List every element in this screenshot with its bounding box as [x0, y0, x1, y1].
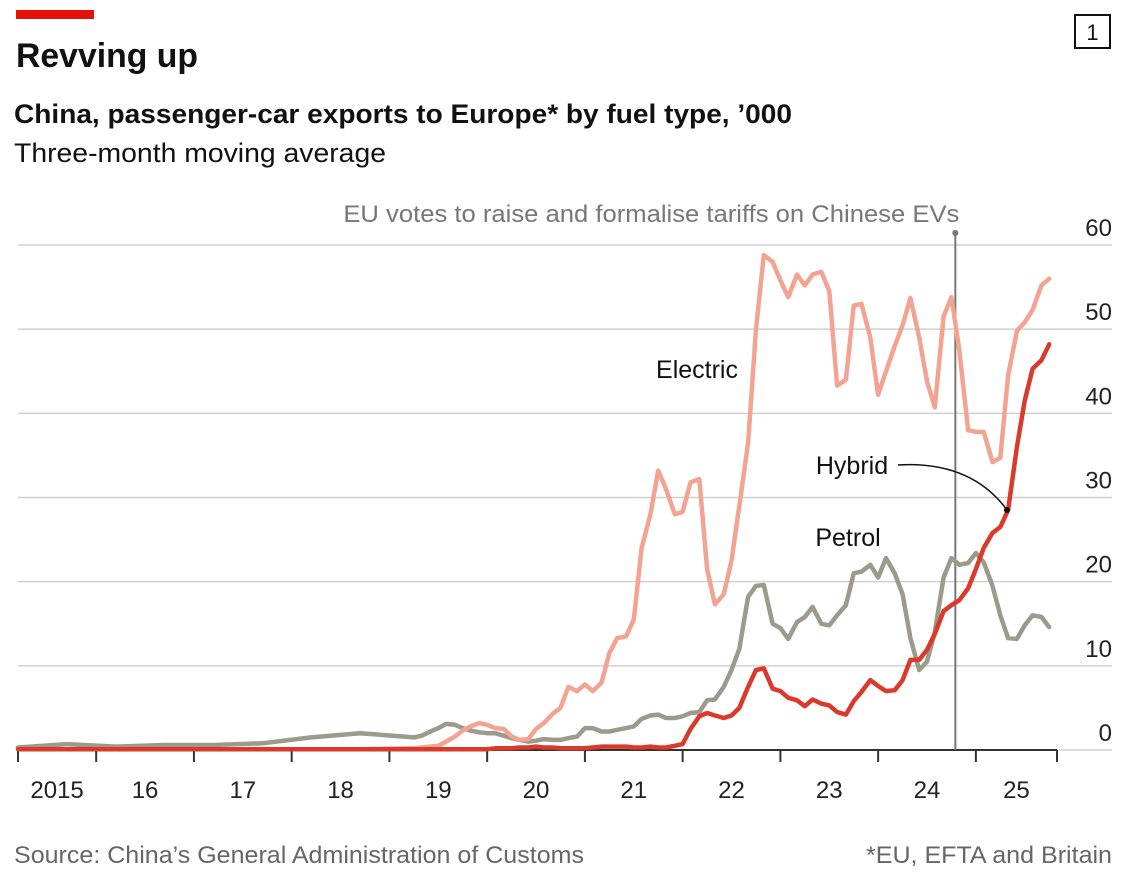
series-line [15, 252, 1052, 752]
footnote: *EU, EFTA and Britain [866, 842, 1112, 869]
leader-line [897, 463, 1008, 511]
y-tick-label: 60 [1085, 215, 1112, 242]
y-tick-label: 20 [1085, 552, 1112, 579]
x-tick-label: 23 [816, 777, 843, 804]
y-tick-label: 10 [1085, 636, 1112, 663]
chart-number: 1 [1086, 20, 1098, 45]
x-tick-label: 24 [914, 777, 941, 804]
x-tick-label: 22 [718, 777, 745, 804]
x-tick-label: 19 [425, 777, 452, 804]
annotation-label: EU votes to raise and formalise tariffs … [343, 201, 959, 228]
badge-box [1074, 14, 1111, 49]
y-tick-label: 40 [1085, 383, 1112, 410]
x-tick-label: 18 [327, 777, 354, 804]
chart-note: Three-month moving average [14, 138, 386, 168]
x-tick-label: 2015 [30, 777, 83, 804]
x-tick-label: 25 [1003, 777, 1030, 804]
series-line [15, 342, 1052, 752]
chart-subtitle: China, passenger-car exports to Europe* … [14, 99, 792, 129]
y-tick-label: 30 [1085, 468, 1112, 495]
brand-bar [16, 10, 94, 19]
y-tick-label: 50 [1085, 299, 1112, 326]
y-tick-label: 0 [1099, 720, 1112, 747]
leader-dot [1004, 507, 1010, 513]
annotation-dot [952, 230, 959, 236]
x-tick-label: 16 [132, 777, 159, 804]
series-label: Hybrid [816, 452, 888, 480]
x-tick-label: 17 [229, 777, 256, 804]
source: Source: China’s General Administration o… [14, 842, 584, 869]
chart-title: Revving up [16, 37, 198, 75]
series-label: Petrol [815, 524, 880, 552]
x-tick-label: 21 [620, 777, 647, 804]
series-label: Electric [656, 356, 738, 384]
x-tick-label: 20 [523, 777, 550, 804]
